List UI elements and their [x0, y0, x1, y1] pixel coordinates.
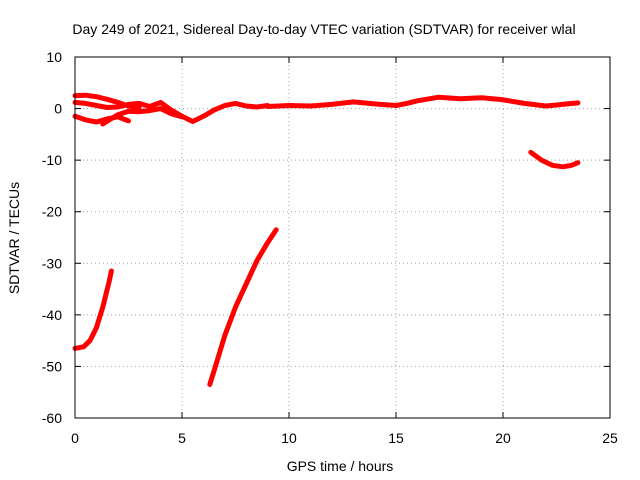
y-tick-label: -20 [42, 204, 62, 220]
y-tick-label: -50 [42, 358, 62, 374]
x-tick-label: 15 [388, 430, 404, 446]
series-track-3 [72, 113, 131, 125]
y-tick-label: 10 [46, 49, 62, 65]
series-track-5 [265, 94, 581, 109]
y-tick-label: -60 [42, 410, 62, 426]
y-tick-label: 0 [54, 101, 62, 117]
x-tick-label: 25 [602, 430, 618, 446]
y-tick-label: -40 [42, 307, 62, 323]
plot-frame [74, 56, 611, 419]
y-tick-label: -30 [42, 255, 62, 271]
series-track-6 [528, 149, 581, 170]
grid [75, 57, 610, 418]
y-tick-label: -10 [42, 152, 62, 168]
chart-title: Day 249 of 2021, Sidereal Day-to-day VTE… [72, 21, 575, 37]
series-track-4 [100, 106, 185, 127]
x-tick-label: 10 [281, 430, 297, 446]
x-axis-label: GPS time / hours [287, 458, 394, 474]
y-axis-label: SDTVAR / TECUs [6, 182, 22, 294]
series-track-2 [72, 99, 271, 124]
series-track-7 [72, 268, 114, 351]
x-tick-label: 0 [71, 430, 79, 446]
x-tick-label: 5 [178, 430, 186, 446]
series-group [72, 92, 581, 387]
x-tick-label: 20 [495, 430, 511, 446]
tick-labels: 0 5 10 15 20 25 -60 -50 -40 -30 -20 -10 0 10 [42, 49, 618, 446]
series-track-8 [207, 227, 279, 387]
